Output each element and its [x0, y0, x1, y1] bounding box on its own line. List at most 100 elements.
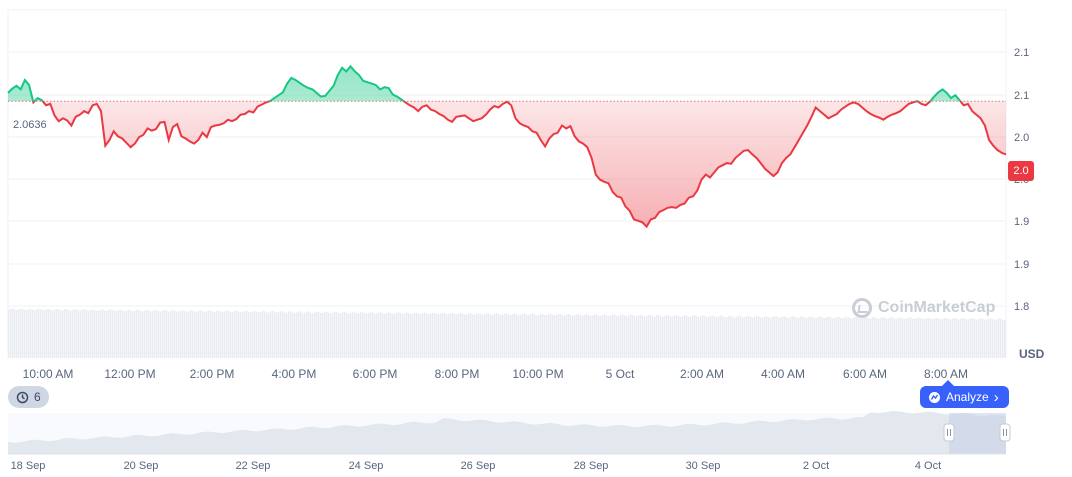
x-tick-label: 4:00 AM — [761, 367, 805, 381]
volume-bar — [208, 310, 210, 358]
volume-bar — [660, 315, 662, 358]
volume-bar — [34, 310, 36, 358]
volume-bar — [880, 317, 882, 358]
volume-bar — [682, 316, 684, 358]
volume-bar — [844, 317, 846, 358]
volume-bar — [986, 319, 988, 358]
volume-bar — [80, 310, 82, 358]
volume-bar — [152, 310, 154, 358]
volume-bar — [366, 313, 368, 358]
volume-bar — [902, 318, 904, 358]
volume-bar — [782, 316, 784, 358]
volume-bar — [676, 315, 678, 358]
range-navigator[interactable] — [8, 411, 1011, 455]
volume-bar — [912, 318, 914, 358]
volume-bar — [376, 313, 378, 358]
volume-bar — [828, 316, 830, 358]
volume-bar — [950, 319, 952, 358]
navigator-tick-label: 2 Oct — [803, 460, 829, 472]
volume-bar — [38, 308, 40, 358]
volume-bar — [882, 317, 884, 358]
volume-bar — [870, 318, 872, 358]
volume-bar — [520, 314, 522, 358]
volume-bar — [888, 318, 890, 358]
volume-bar — [814, 318, 816, 358]
volume-bar — [852, 318, 854, 358]
volume-bar — [746, 316, 748, 358]
volume-bar — [778, 317, 780, 358]
volume-bar — [898, 317, 900, 358]
volume-bar — [330, 313, 332, 358]
volume-bar — [518, 315, 520, 358]
y-tick-label: 2.0 — [1014, 132, 1029, 144]
x-tick-label: 8:00 AM — [924, 367, 968, 381]
volume-bar — [364, 313, 366, 358]
volume-bar — [426, 313, 428, 358]
x-tick-label: 4:00 PM — [272, 367, 317, 381]
volume-bar — [1000, 318, 1002, 358]
volume-bar — [798, 317, 800, 358]
volume-bar — [434, 312, 436, 358]
volume-bar — [182, 310, 184, 358]
volume-bar — [876, 318, 878, 358]
volume-bar — [22, 309, 24, 358]
volume-bar — [822, 317, 824, 358]
volume-bar — [706, 316, 708, 358]
volume-bar — [918, 317, 920, 358]
volume-bar — [334, 311, 336, 358]
volume-bar — [830, 317, 832, 358]
volume-bar — [314, 312, 316, 358]
x-axis-ticks: 10:00 AM 12:00 PM 2:00 PM 4:00 PM 6:00 PM 8:0… — [23, 367, 968, 381]
volume-bar — [800, 316, 802, 358]
volume-bar — [278, 312, 280, 358]
volume-bar — [982, 318, 984, 358]
volume-bar — [952, 318, 954, 358]
volume-bar — [440, 313, 442, 358]
analyze-button[interactable]: Analyze › — [920, 380, 1009, 408]
volume-bar — [686, 315, 688, 358]
volume-bar — [832, 318, 834, 358]
volume-bar — [642, 315, 644, 358]
volume-bar — [158, 311, 160, 358]
volume-bar — [248, 312, 250, 358]
volume-bar — [916, 318, 918, 358]
volume-bar — [142, 311, 144, 358]
volume-bar — [564, 315, 566, 358]
volume-bar — [254, 310, 256, 358]
volume-bar — [784, 316, 786, 358]
volume-bar — [792, 316, 794, 358]
volume-bar — [750, 316, 752, 358]
volume-bar — [732, 316, 734, 358]
grid-lines — [7, 9, 1007, 358]
history-button[interactable]: 6 — [8, 386, 49, 408]
volume-bar — [816, 317, 818, 358]
volume-bar — [216, 310, 218, 358]
volume-bar — [714, 316, 716, 358]
volume-bar — [82, 309, 84, 358]
volume-bar — [646, 315, 648, 358]
volume-bar — [590, 315, 592, 358]
volume-bar — [532, 313, 534, 358]
volume-bar — [758, 316, 760, 358]
volume-bar — [476, 313, 478, 358]
volume-bar — [550, 313, 552, 358]
volume-bar — [382, 313, 384, 358]
volume-bar — [678, 316, 680, 358]
volume-bar — [896, 318, 898, 358]
navigator-handle[interactable] — [999, 423, 1011, 442]
volume-bar — [100, 309, 102, 358]
volume-bar — [136, 309, 138, 358]
volume-bar — [850, 318, 852, 358]
navigator-ticks: 18 Sep 20 Sep 22 Sep 24 Sep 26 Sep 28 Sep 30 S… — [11, 460, 942, 472]
volume-bar — [920, 318, 922, 358]
volume-bar — [308, 311, 310, 358]
volume-bar — [118, 309, 120, 358]
volume-bar — [604, 314, 606, 358]
navigator-handle[interactable] — [943, 423, 955, 442]
volume-bar — [764, 316, 766, 358]
volume-bar — [312, 313, 314, 358]
volume-bar — [50, 309, 52, 358]
volume-bar — [26, 309, 28, 358]
volume-bar — [602, 314, 604, 358]
volume-bar — [584, 314, 586, 358]
